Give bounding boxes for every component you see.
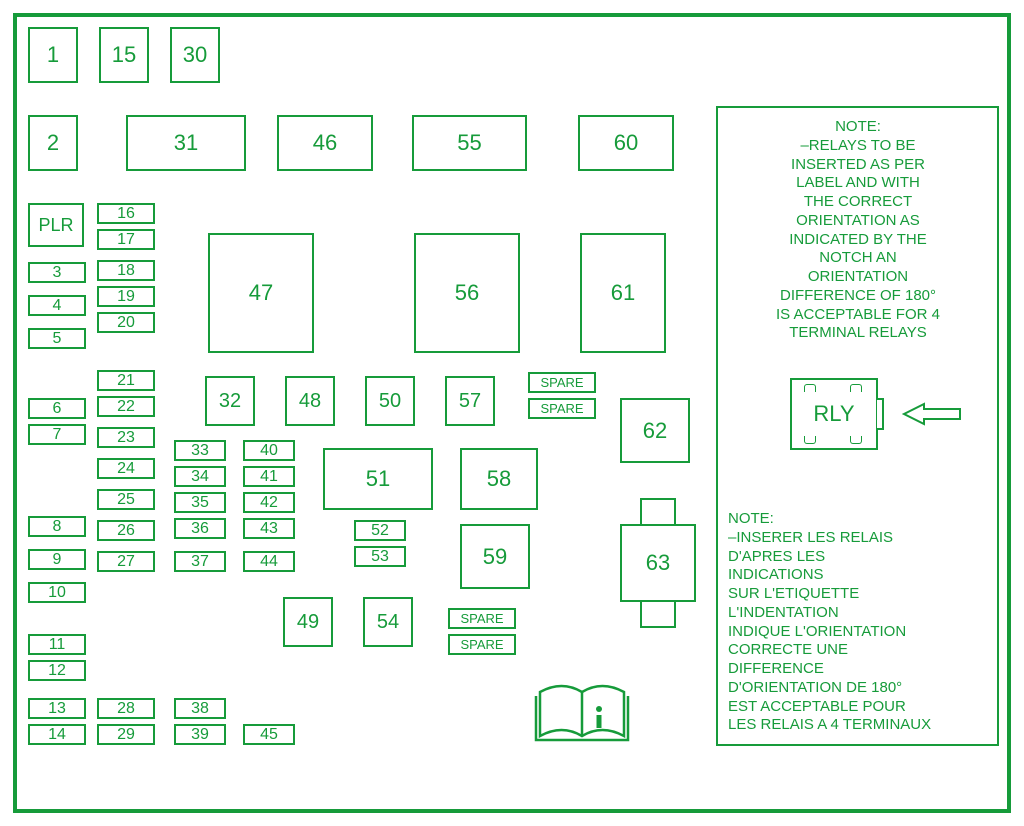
fuse-f5: 5	[28, 328, 86, 349]
fuse-f19: 19	[97, 286, 155, 307]
fuse-f15: 15	[99, 27, 149, 83]
fuse-f32: 32	[205, 376, 255, 426]
fuse-plr: PLR	[28, 203, 84, 247]
fuse-f9: 9	[28, 549, 86, 570]
fuse-f22: 22	[97, 396, 155, 417]
fuse-f28: 28	[97, 698, 155, 719]
fuse-f63top	[640, 498, 676, 526]
fuse-f3: 3	[28, 262, 86, 283]
fuse-f59: 59	[460, 524, 530, 589]
fuse-f20: 20	[97, 312, 155, 333]
fuse-f54: 54	[363, 597, 413, 647]
note-french: NOTE: –INSERER LES RELAIS D'APRES LES IN…	[728, 510, 988, 735]
fuse-f4: 4	[28, 295, 86, 316]
fuse-f25: 25	[97, 489, 155, 510]
fuse-f53: 53	[354, 546, 406, 567]
fuse-f23: 23	[97, 427, 155, 448]
fuse-f56: 56	[414, 233, 520, 353]
fuse-f40: 40	[243, 440, 295, 461]
fuse-f58: 58	[460, 448, 538, 510]
fuse-f36: 36	[174, 518, 226, 539]
book-icon	[532, 676, 632, 746]
relay-pin	[850, 384, 862, 392]
fuse-f26: 26	[97, 520, 155, 541]
fuse-f52: 52	[354, 520, 406, 541]
fuse-f38: 38	[174, 698, 226, 719]
fuse-f49: 49	[283, 597, 333, 647]
fuse-f7: 7	[28, 424, 86, 445]
fuse-f17: 17	[97, 229, 155, 250]
fuse-f61: 61	[580, 233, 666, 353]
fuse-f13: 13	[28, 698, 86, 719]
fuse-f45: 45	[243, 724, 295, 745]
fuse-f1: 1	[28, 27, 78, 83]
fuse-f43: 43	[243, 518, 295, 539]
fuse-f63bot	[640, 600, 676, 628]
fuse-f21: 21	[97, 370, 155, 391]
fuse-f41: 41	[243, 466, 295, 487]
fuse-f24: 24	[97, 458, 155, 479]
fuse-f37: 37	[174, 551, 226, 572]
fuse-f55: 55	[412, 115, 527, 171]
relay-pin	[804, 384, 816, 392]
fuse-f31: 31	[126, 115, 246, 171]
fuse-f63: 63	[620, 524, 696, 602]
fuse-f2: 2	[28, 115, 78, 171]
fuse-f44: 44	[243, 551, 295, 572]
note-english: NOTE: –RELAYS TO BE INSERTED AS PER LABE…	[728, 118, 988, 343]
fuse-sp1: SPARE	[528, 372, 596, 393]
relay-pin	[850, 436, 862, 444]
fuse-f6: 6	[28, 398, 86, 419]
fuse-f35: 35	[174, 492, 226, 513]
fuse-f11: 11	[28, 634, 86, 655]
arrow-icon	[902, 402, 962, 426]
fuse-f47: 47	[208, 233, 314, 353]
fuse-f14: 14	[28, 724, 86, 745]
fuse-f51: 51	[323, 448, 433, 510]
fuse-f42: 42	[243, 492, 295, 513]
fuse-f27: 27	[97, 551, 155, 572]
relay-notch	[877, 398, 884, 430]
fuse-f33: 33	[174, 440, 226, 461]
fuse-f10: 10	[28, 582, 86, 603]
fuse-f57: 57	[445, 376, 495, 426]
fuse-f48: 48	[285, 376, 335, 426]
fuse-f39: 39	[174, 724, 226, 745]
fuse-f46: 46	[277, 115, 373, 171]
fuse-f62: 62	[620, 398, 690, 463]
fuse-f60: 60	[578, 115, 674, 171]
fuse-f30: 30	[170, 27, 220, 83]
fuse-sp3: SPARE	[448, 608, 516, 629]
fuse-f34: 34	[174, 466, 226, 487]
fuse-sp4: SPARE	[448, 634, 516, 655]
fuse-sp2: SPARE	[528, 398, 596, 419]
fuse-f12: 12	[28, 660, 86, 681]
fuse-f50: 50	[365, 376, 415, 426]
fuse-f29: 29	[97, 724, 155, 745]
fuse-f16: 16	[97, 203, 155, 224]
fuse-f18: 18	[97, 260, 155, 281]
fuse-f8: 8	[28, 516, 86, 537]
relay-pin	[804, 436, 816, 444]
